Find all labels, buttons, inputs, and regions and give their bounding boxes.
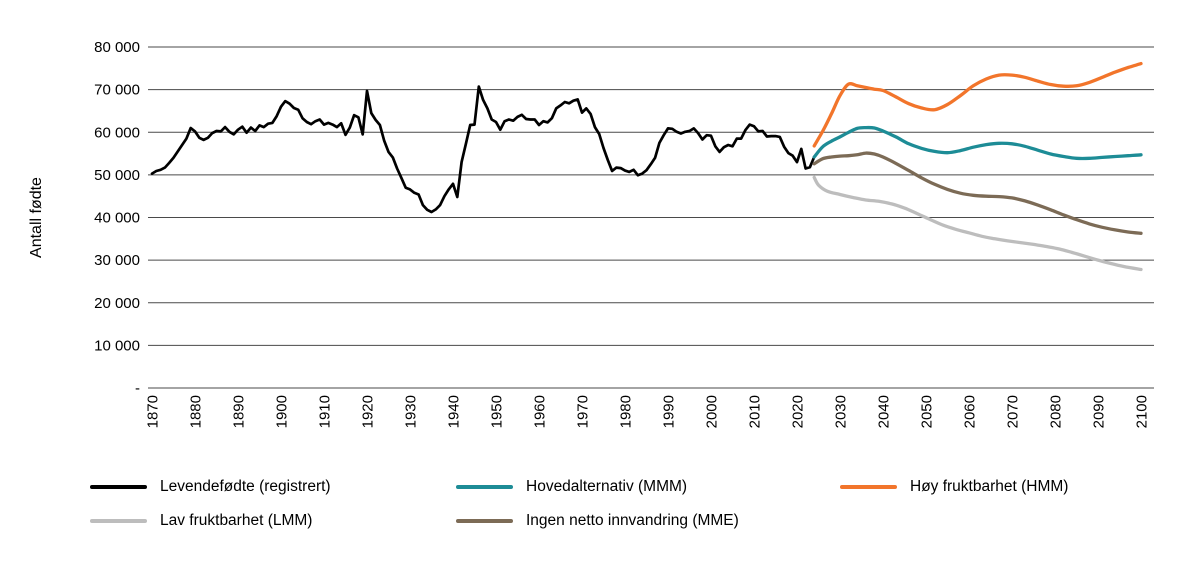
y-tick-label: 20 000 bbox=[94, 295, 140, 312]
x-tick-label: 1980 bbox=[617, 395, 634, 428]
x-tick-label: 2090 bbox=[1090, 395, 1107, 428]
series-line-3 bbox=[812, 175, 1143, 272]
legend-item-mme: Ingen netto innvandring (MME) bbox=[456, 510, 739, 532]
x-tick-label: 2040 bbox=[875, 395, 892, 428]
births-line-chart: - 10 000 20 000 30 000 40 000 50 000 60 000 70 … bbox=[28, 39, 1154, 428]
legend-item-lmm: Lav fruktbarhet (LMM) bbox=[90, 510, 312, 532]
y-tick-label: - bbox=[135, 380, 140, 397]
y-tick-label: 80 000 bbox=[94, 39, 140, 56]
x-tick-label: 2070 bbox=[1004, 395, 1021, 428]
y-tick-label: 70 000 bbox=[94, 82, 140, 99]
y-tick-label: 60 000 bbox=[94, 124, 140, 141]
x-tick-label: 2030 bbox=[832, 395, 849, 428]
legend-swatch-registered bbox=[90, 485, 147, 489]
x-tick-label: 1890 bbox=[230, 395, 247, 428]
x-tick-label: 1880 bbox=[187, 395, 204, 428]
x-tick-label: 1970 bbox=[574, 395, 591, 428]
legend-label-mme: Ingen netto innvandring (MME) bbox=[526, 512, 739, 529]
y-tick-label: 40 000 bbox=[94, 210, 140, 227]
y-tick-label: 50 000 bbox=[94, 167, 140, 184]
x-tick-label: 2100 bbox=[1133, 395, 1150, 428]
legend-label-lmm: Lav fruktbarhet (LMM) bbox=[160, 512, 313, 529]
x-tick-label: 1940 bbox=[445, 395, 462, 428]
legend-label-mmm: Hovedalternativ (MMM) bbox=[526, 478, 688, 495]
x-tick-label: 2010 bbox=[746, 395, 763, 428]
y-tick-label: 30 000 bbox=[94, 252, 140, 269]
x-tick-label: 1990 bbox=[660, 395, 677, 428]
x-tick-label: 1910 bbox=[316, 395, 333, 428]
x-tick-label: 2050 bbox=[918, 395, 935, 428]
series-line-2 bbox=[812, 61, 1143, 148]
legend-swatch-mmm bbox=[456, 485, 513, 489]
x-tick-label: 2000 bbox=[703, 395, 720, 428]
y-axis-title: Antall fødte bbox=[28, 177, 45, 258]
series-line-1 bbox=[812, 125, 1143, 161]
series-line-0 bbox=[150, 85, 816, 214]
x-tick-label: 1870 bbox=[144, 395, 161, 428]
legend-label-hmm: Høy fruktbarhet (HMM) bbox=[910, 478, 1069, 495]
y-tick-label: 10 000 bbox=[94, 337, 140, 354]
series-line-4 bbox=[812, 151, 1143, 235]
x-tick-label: 1930 bbox=[402, 395, 419, 428]
x-tick-label: 1920 bbox=[359, 395, 376, 428]
x-tick-label: 1900 bbox=[273, 395, 290, 428]
x-tick-label: 2080 bbox=[1047, 395, 1064, 428]
legend-item-registered: Levendefødte (registrert) bbox=[90, 476, 331, 498]
legend-swatch-lmm bbox=[90, 519, 147, 523]
legend-label-registered: Levendefødte (registrert) bbox=[160, 478, 331, 495]
x-tick-label: 1960 bbox=[531, 395, 548, 428]
legend-item-hmm: Høy fruktbarhet (HMM) bbox=[840, 476, 1068, 498]
x-tick-label: 2060 bbox=[961, 395, 978, 428]
legend-swatch-hmm bbox=[840, 485, 897, 489]
legend-item-mmm: Hovedalternativ (MMM) bbox=[456, 476, 687, 498]
x-tick-label: 2020 bbox=[789, 395, 806, 428]
legend-swatch-mme bbox=[456, 519, 513, 523]
x-tick-label: 1950 bbox=[488, 395, 505, 428]
